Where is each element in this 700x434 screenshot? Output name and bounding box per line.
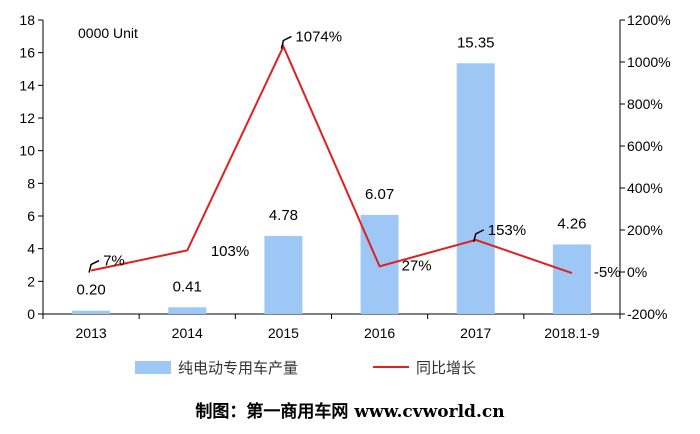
legend: 纯电动专用车产量 同比增长 (135, 359, 476, 377)
y-right-tick-label: 1200% (627, 12, 671, 28)
x-tick-label: 2013 (76, 325, 107, 341)
x-tick-label: 2015 (268, 325, 299, 341)
x-tick-label: 2016 (364, 325, 395, 341)
line-label-callout (473, 229, 485, 243)
line-value-label: 1074% (295, 28, 342, 45)
credit-text: 制图：第一商用车网 www.cvworld.cn (195, 401, 504, 422)
y-left-tick-label: 6 (27, 208, 35, 224)
line-label-callout (280, 35, 292, 49)
y-left-tick-label: 14 (19, 77, 35, 93)
growth-line (90, 44, 573, 274)
bar (264, 235, 303, 314)
bar-value-label: 0.20 (76, 282, 105, 299)
y-left-tick-label: 18 (19, 12, 35, 28)
bar (168, 307, 207, 314)
line-value-label: -5% (594, 264, 621, 281)
x-tick-label: 2017 (460, 325, 491, 341)
bar-value-label: 4.26 (557, 215, 586, 232)
x-tick-label: 2014 (172, 325, 203, 341)
bar (456, 63, 495, 315)
y-right-tick-label: 0% (627, 264, 647, 280)
line-label-callout (88, 259, 100, 273)
bar-value-label: 0.41 (173, 278, 202, 295)
y-left-tick-label: 2 (27, 273, 35, 289)
legend-bar-swatch (135, 361, 171, 374)
x-tick-label: 2018.1-9 (544, 325, 599, 341)
y-right-tick-label: 600% (627, 138, 663, 154)
bar-value-label: 6.07 (365, 186, 394, 203)
line-value-label: 7% (103, 253, 125, 270)
y-left-tick-label: 16 (19, 45, 35, 61)
y-left-tick-label: 12 (19, 110, 35, 126)
line-series (90, 44, 573, 274)
data-labels: 0.20 0.41 4.78 6.07 15.35 4.26 7% 103% 1074% 27% 1… (76, 28, 620, 298)
y-right-tick-label: 800% (627, 96, 663, 112)
bar-value-label: 15.35 (457, 34, 495, 51)
bar-series (72, 63, 591, 315)
unit-label: 0000 Unit (78, 25, 138, 41)
line-value-label: 103% (211, 243, 249, 260)
bar-value-label: 4.78 (269, 207, 298, 224)
y-right-tick-label: 1000% (627, 54, 671, 70)
legend-bar-label: 纯电动专用车产量 (178, 359, 298, 377)
line-value-label: 153% (488, 222, 526, 239)
y-left-tick-label: 0 (27, 306, 35, 322)
axes: 0 2 4 6 8 10 12 14 16 18 -200% 0% 200% 400% 600% 800% 10… (19, 12, 670, 341)
y-right-tick-label: -200% (627, 306, 667, 322)
y-left-tick-label: 4 (27, 241, 35, 257)
bar (552, 244, 591, 314)
y-left-tick-label: 8 (27, 175, 35, 191)
bar (72, 310, 111, 314)
y-left-tick-label: 10 (19, 143, 35, 159)
y-right-tick-label: 400% (627, 180, 663, 196)
line-value-label: 27% (402, 257, 432, 274)
legend-line-label: 同比增长 (416, 359, 476, 377)
y-right-tick-label: 200% (627, 222, 663, 238)
